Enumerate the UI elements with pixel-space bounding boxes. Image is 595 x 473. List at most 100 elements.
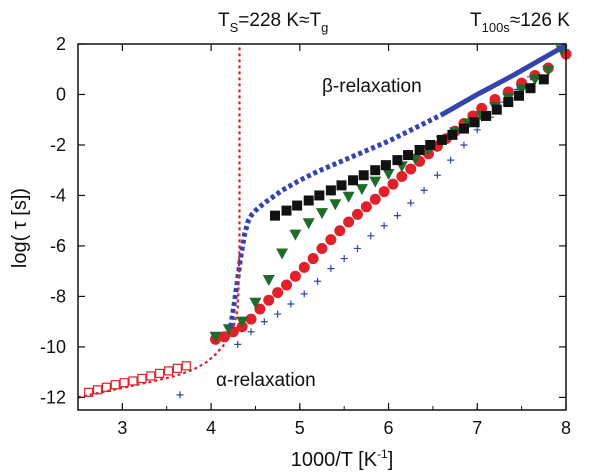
- data-point-cross: [447, 156, 455, 164]
- data-point-black-square: [314, 190, 325, 201]
- data-point-green-triangle: [382, 168, 395, 180]
- y-tick-label: -2: [50, 135, 66, 155]
- data-point-green-triangle: [302, 218, 315, 230]
- data-point-open-square: [110, 380, 120, 390]
- annotation-t100s: T100s≈126 K: [470, 10, 570, 35]
- data-point-red-circle: [334, 225, 346, 237]
- data-point-red-circle: [405, 163, 417, 175]
- series-line: [77, 44, 241, 399]
- data-point-black-square: [458, 123, 469, 134]
- data-point-green-triangle: [369, 176, 382, 188]
- plot-marks: [77, 43, 572, 399]
- data-point-open-square: [84, 387, 94, 397]
- data-point-red-circle: [289, 270, 301, 282]
- data-point-open-square: [119, 378, 129, 388]
- data-point-cross: [353, 244, 361, 252]
- x-tick-label: 8: [561, 418, 571, 438]
- data-point-red-circle: [369, 193, 381, 205]
- data-point-black-square: [325, 185, 336, 196]
- x-tick-label: 7: [472, 418, 482, 438]
- data-point-open-square: [181, 361, 191, 371]
- data-point-cross: [234, 340, 242, 348]
- annotation-beta-relaxation: β-relaxation: [322, 76, 422, 97]
- data-point-black-square: [281, 205, 292, 216]
- data-point-black-square: [513, 90, 524, 101]
- data-point-green-triangle: [329, 199, 342, 211]
- data-point-black-square: [425, 139, 436, 150]
- data-point-red-circle: [351, 208, 363, 220]
- data-point-cross: [274, 310, 282, 318]
- y-tick-label: 2: [56, 34, 66, 54]
- data-point-cross: [327, 265, 335, 273]
- data-point-black-square: [336, 180, 347, 191]
- data-point-cross: [176, 391, 184, 399]
- data-point-black-square: [370, 165, 381, 176]
- data-point-black-square: [414, 145, 425, 156]
- data-point-green-triangle: [355, 184, 368, 196]
- data-point-red-circle: [343, 216, 355, 228]
- data-point-red-circle: [272, 287, 284, 299]
- data-point-green-triangle: [289, 229, 302, 241]
- y-tick-label: 0: [56, 84, 66, 104]
- data-point-black-square: [469, 117, 480, 128]
- data-point-open-square: [172, 363, 182, 373]
- axis-ticks: 3 4 5 6 7 8 2 0 -2 -4 -6 -8 -10 -12: [40, 34, 571, 438]
- data-point-cross: [340, 255, 348, 263]
- data-point-cross: [287, 300, 295, 308]
- data-point-black-square: [303, 195, 314, 206]
- series-line: [228, 112, 443, 328]
- data-point-green-triangle: [542, 65, 555, 77]
- data-point-green-triangle: [262, 275, 275, 287]
- annotation-alpha-relaxation: α-relaxation: [216, 370, 316, 391]
- data-point-cross: [433, 171, 441, 179]
- data-point-open-square: [146, 371, 156, 381]
- data-point-cross: [314, 277, 322, 285]
- data-point-cross: [407, 199, 415, 207]
- data-point-cross: [260, 318, 268, 326]
- data-point-cross: [473, 126, 481, 134]
- y-axis-label: log( τ [s]): [9, 188, 31, 268]
- data-point-black-square: [447, 129, 458, 140]
- data-point-black-square: [358, 170, 369, 181]
- y-tick-label: -8: [50, 286, 66, 306]
- data-point-green-triangle: [276, 248, 289, 260]
- data-point-cross: [393, 212, 401, 220]
- data-point-red-circle: [298, 261, 310, 273]
- data-point-open-square: [163, 366, 174, 376]
- data-point-red-circle: [360, 201, 372, 213]
- x-tick-label: 3: [117, 418, 127, 438]
- data-point-black-square: [436, 134, 447, 145]
- y-tick-label: -4: [50, 185, 66, 205]
- data-point-cross: [367, 232, 375, 240]
- plot-frame: [77, 43, 567, 411]
- data-point-green-triangle: [528, 74, 541, 86]
- y-tick-label: -6: [50, 236, 66, 256]
- data-point-green-triangle: [209, 331, 222, 343]
- data-point-green-triangle: [342, 191, 355, 203]
- data-point-open-square: [128, 376, 138, 386]
- data-point-cross: [247, 328, 255, 336]
- data-point-green-triangle: [249, 297, 262, 309]
- data-point-black-square: [491, 104, 502, 115]
- x-tick-label: 4: [206, 418, 216, 438]
- data-point-green-triangle: [316, 208, 328, 220]
- data-point-black-square: [403, 150, 414, 161]
- series-line: [440, 43, 568, 117]
- data-point-open-square: [155, 368, 165, 378]
- data-point-black-square: [538, 74, 549, 85]
- data-point-black-square: [380, 160, 391, 171]
- data-point-red-circle: [307, 253, 319, 265]
- data-point-open-square: [101, 382, 111, 392]
- data-point-red-circle: [396, 171, 408, 183]
- y-tick-label: -12: [40, 387, 66, 407]
- data-point-green-triangle: [515, 84, 528, 96]
- data-point-green-triangle: [222, 324, 235, 336]
- data-point-black-square: [348, 175, 359, 186]
- data-point-red-circle: [378, 186, 390, 198]
- x-tick-label: 6: [384, 418, 394, 438]
- data-point-cross: [300, 290, 308, 298]
- x-axis-label: 1000/T [K-1]: [291, 447, 394, 471]
- data-point-open-square: [137, 373, 147, 384]
- data-point-red-circle: [325, 234, 337, 246]
